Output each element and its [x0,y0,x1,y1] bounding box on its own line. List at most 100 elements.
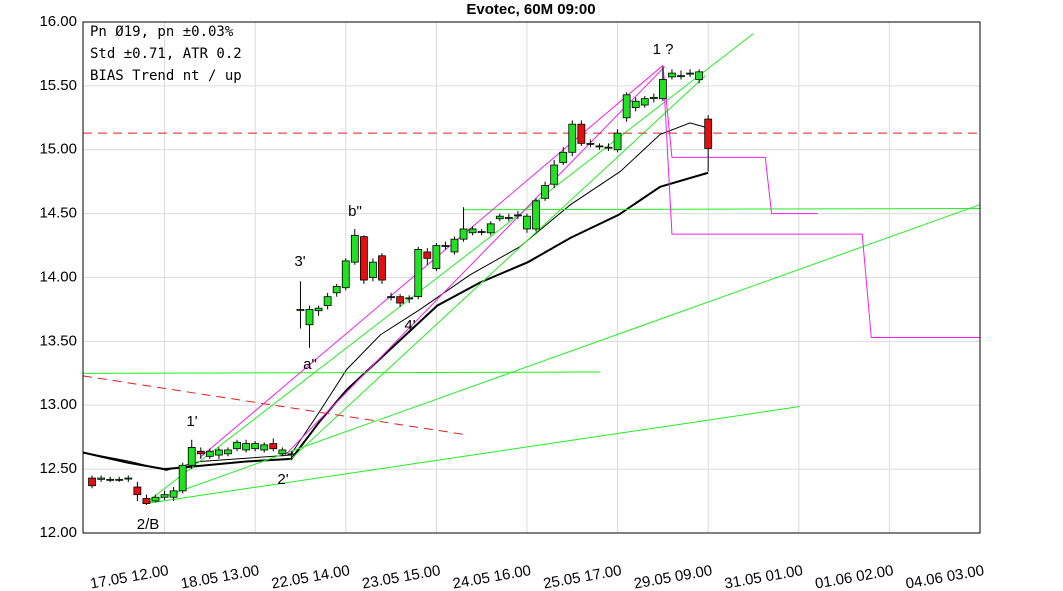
candle-body [495,215,504,220]
annotation: 1' [186,413,197,430]
candle-body [142,498,151,505]
candle-body [640,98,649,106]
candle-body [305,309,314,326]
overlay-line [284,66,666,456]
annotation: 2' [277,471,288,488]
candle-body [468,228,477,234]
candle-body [577,123,586,144]
candle-body [658,79,667,100]
y-tick-label: 13.00 [39,396,77,413]
candle-body [613,132,622,151]
candle-body [550,164,559,185]
candle-body [668,72,676,78]
y-tick-label: 12.50 [39,460,77,477]
candle-body [224,449,232,455]
y-tick-label: 15.50 [39,77,77,94]
candle-body [215,449,223,456]
candle-body [514,214,522,217]
candle-body [532,200,540,230]
overlay-line [289,75,706,461]
candle-body [314,307,323,312]
candle-body [423,251,432,259]
y-tick-label: 14.50 [39,205,77,222]
candle-body [504,217,513,219]
candle-body [378,255,386,281]
candle-body [124,477,133,480]
candle-body [296,309,305,311]
annotation: b" [348,203,362,220]
candle-body [97,477,106,480]
candle-body [196,450,205,455]
candle-body [486,223,495,234]
candle-body [622,94,631,119]
annotation: 2/B [137,516,160,533]
candle-body [369,261,377,278]
y-tick-label: 14.00 [39,268,77,285]
candle-body [387,296,395,299]
overlay-line [462,208,981,211]
candle-body [269,443,278,450]
candle-body [359,236,368,281]
info-line: Pn Ø19, pn ±0.03% [90,24,234,40]
candle-body [441,245,450,247]
overlay-line [144,406,800,505]
candle-body [233,441,241,450]
candle-body [341,260,350,289]
candle-body [695,71,704,80]
candle-body [151,496,160,502]
candle-body [459,228,468,240]
y-tick-label: 13.50 [39,332,77,349]
overlay-line [82,375,466,436]
overlay-line [662,65,980,339]
candle-body [287,453,296,456]
y-tick-label: 16.00 [39,13,77,30]
candle-body [178,464,187,492]
chart-title: Evotec, 60M 09:00 [466,1,595,18]
candle-body [332,286,341,294]
candle-body [169,490,178,498]
overlay-line [662,65,818,215]
annotation: 3' [294,253,305,270]
candle-body [205,450,214,457]
plot-frame [82,21,981,534]
candle-body [450,238,459,253]
candle-body [432,245,441,269]
candle-body [477,231,486,233]
annotation: 1 ? [653,41,674,58]
candle-body [260,444,269,451]
candle-body [396,296,405,304]
candle-body [604,146,613,149]
info-line: BIAS Trend nt / up [90,68,242,84]
overlay-line [82,371,601,374]
candle-body [586,142,595,145]
candle-body [187,447,196,466]
overlay-line [144,33,754,505]
candle-body [541,185,549,199]
info-line: Std ±0.71, ATR 0.2 [90,46,242,62]
candle-body [133,486,142,496]
candle-body [350,234,359,263]
annotation: 4' [404,317,415,334]
candle-body [568,123,577,153]
candle-body [649,96,658,100]
candle-body [160,494,169,498]
overlay-line [199,65,664,459]
candle-body [559,151,568,163]
candle-body [323,296,332,307]
candle-body [405,297,414,300]
y-tick-label: 12.00 [39,524,77,541]
candle-body [631,100,640,108]
candle-body [677,75,685,78]
candle-body [704,118,713,149]
candle-body [115,478,124,481]
annotation: a" [303,356,317,373]
candle-body [414,248,423,298]
candle-body [686,72,694,75]
candle-body [242,443,250,451]
candle-body [523,215,531,230]
candle-body [106,478,115,481]
y-tick-label: 15.00 [39,141,77,158]
candle-body [595,145,604,148]
